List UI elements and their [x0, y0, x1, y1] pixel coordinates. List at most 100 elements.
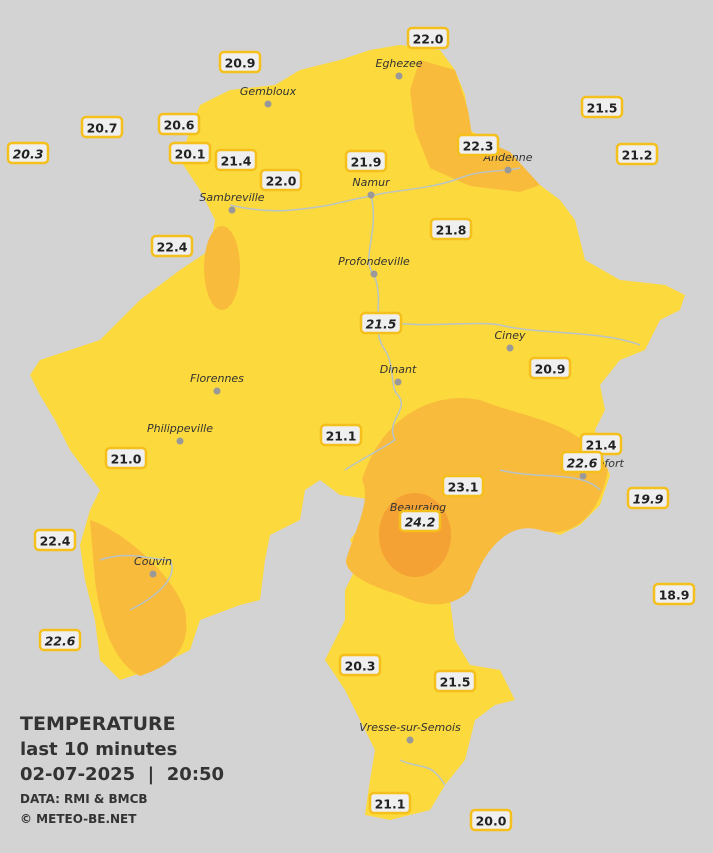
city-label: Profondeville [338, 255, 410, 268]
station: 20.9 [528, 356, 572, 380]
city-dot [367, 191, 375, 199]
station: 21.5 [433, 669, 477, 693]
station-box [441, 474, 485, 498]
station-value: 20.9 [535, 362, 566, 377]
station-box [469, 808, 513, 832]
station-value: 21.0 [111, 452, 142, 467]
station: 23.1 [441, 474, 485, 498]
station-box [433, 669, 477, 693]
station-box [150, 234, 194, 258]
station-value: 22.3 [463, 139, 494, 154]
station-box [259, 168, 303, 192]
city-label: Eghezee [376, 57, 423, 70]
station-value: 20.3 [345, 659, 376, 674]
station-value: 21.2 [622, 148, 653, 163]
station-box [580, 95, 624, 119]
station-value: 20.0 [476, 814, 507, 829]
station-box [398, 509, 442, 533]
legend-title: TEMPERATURE [20, 713, 176, 735]
city-dot [394, 378, 402, 386]
station-value: 20.1 [175, 147, 206, 162]
station-box [406, 26, 450, 50]
city-dot [579, 472, 587, 480]
station-box [429, 217, 473, 241]
city-dot [264, 100, 272, 108]
station-box [626, 486, 670, 510]
city-dot [176, 437, 184, 445]
city-label: Florennes [190, 372, 244, 385]
warm-zone [204, 226, 240, 310]
station-value: 21.5 [587, 101, 618, 116]
station-value: 23.1 [448, 480, 479, 495]
station-box [560, 450, 604, 474]
station-value: 21.8 [436, 223, 467, 238]
legend-period: last 10 minutes [20, 739, 177, 760]
station-value: 22.4 [157, 240, 188, 255]
station: 24.2 [398, 509, 442, 533]
station-box [456, 133, 500, 157]
station-value: 24.2 [405, 515, 436, 530]
station-box [168, 141, 212, 165]
station-value: 20.7 [87, 121, 118, 136]
station: 22.0 [406, 26, 450, 50]
station-box [528, 356, 572, 380]
city-label: Philippeville [147, 422, 213, 435]
station-value: 21.9 [351, 155, 382, 170]
legend-source: DATA: RMI & BMCB [20, 792, 148, 806]
station-box [38, 628, 82, 652]
city-dot [149, 570, 157, 578]
station-value: 20.3 [13, 147, 44, 162]
station-box [80, 115, 124, 139]
station-value: 21.5 [440, 675, 471, 690]
city-dot [395, 72, 403, 80]
city-dot [228, 206, 236, 214]
station: 20.3 [6, 141, 50, 165]
station: 18.9 [652, 582, 696, 606]
station-box [652, 582, 696, 606]
station-value: 20.6 [164, 118, 195, 133]
station: 22.6 [38, 628, 82, 652]
station-value: 22.0 [266, 174, 297, 189]
station: 21.4 [214, 148, 258, 172]
warm-zone [410, 60, 540, 192]
station: 20.6 [157, 112, 201, 136]
legend-datetime: 02-07-2025 | 20:50 [20, 764, 224, 785]
station-value: 21.4 [221, 154, 252, 169]
station-box [615, 142, 659, 166]
station-value: 22.6 [567, 456, 598, 471]
city-label: Gembloux [240, 85, 297, 98]
station-box [368, 791, 412, 815]
station: 22.0 [259, 168, 303, 192]
station: 20.0 [469, 808, 513, 832]
station: 22.4 [150, 234, 194, 258]
station-box [319, 423, 363, 447]
warm-zone [90, 520, 187, 676]
station-value: 20.9 [225, 56, 256, 71]
station-value: 19.9 [633, 492, 664, 507]
station-value: 22.4 [40, 534, 71, 549]
station: 22.6 [560, 450, 604, 474]
station: 19.9 [626, 486, 670, 510]
station: 21.1 [368, 791, 412, 815]
station: 21.0 [104, 446, 148, 470]
station-value: 22.0 [413, 32, 444, 47]
station-box [33, 528, 77, 552]
city-dot [506, 344, 514, 352]
station: 22.3 [456, 133, 500, 157]
station-value: 21.1 [375, 797, 406, 812]
station: 21.8 [429, 217, 473, 241]
station: 21.9 [344, 149, 388, 173]
station-value: 21.1 [326, 429, 357, 444]
station-box [338, 653, 382, 677]
station: 21.4 [579, 432, 623, 456]
city-dot [406, 736, 414, 744]
city-label: Vresse-sur-Semois [359, 721, 461, 734]
station: 22.4 [33, 528, 77, 552]
city-dot [504, 166, 512, 174]
station-value: 21.4 [586, 438, 617, 453]
station: 20.3 [338, 653, 382, 677]
city-dot [370, 270, 378, 278]
city-label: Couvin [134, 555, 172, 568]
station: 21.2 [615, 142, 659, 166]
